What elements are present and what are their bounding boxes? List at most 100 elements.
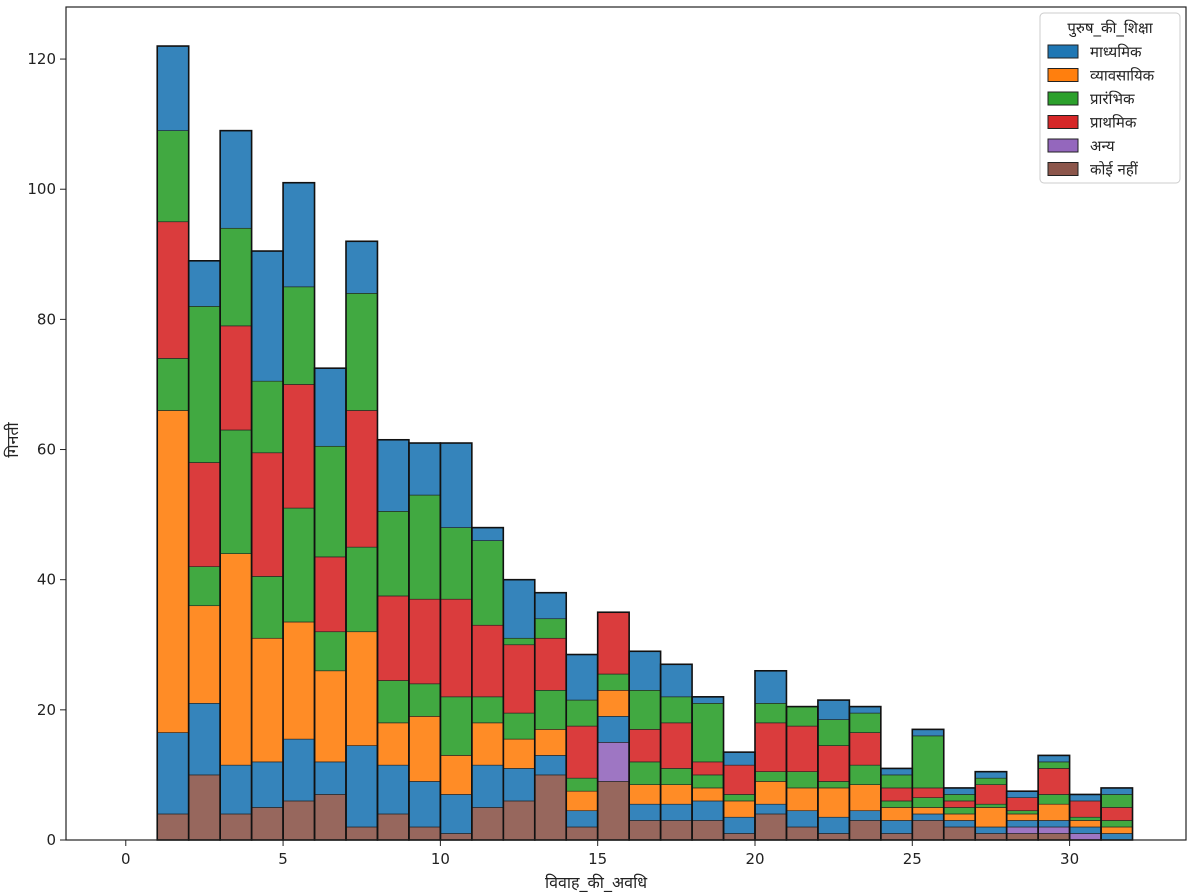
- bar-segment: [156, 410, 189, 733]
- x-tick-label: 10: [431, 850, 450, 868]
- bar-segment: [754, 722, 787, 772]
- y-tick-label: 100: [27, 180, 56, 198]
- bar-segment: [974, 777, 1007, 785]
- bar-segment: [1069, 820, 1102, 828]
- bar-segment: [565, 777, 598, 792]
- bar-segment: [156, 221, 189, 359]
- bar-segment: [849, 820, 882, 841]
- bar-segment: [754, 781, 787, 805]
- bar-segment: [408, 598, 441, 685]
- bar-segment: [471, 540, 504, 626]
- bar-segment: [251, 250, 284, 382]
- bar-segment: [911, 735, 945, 789]
- bar-segment: [440, 696, 473, 756]
- bar-segment: [817, 816, 850, 834]
- bar-segment: [880, 833, 913, 841]
- bar-segment: [565, 725, 598, 779]
- bar-segment: [849, 712, 882, 733]
- bar-segment: [817, 699, 850, 720]
- bar-segment: [156, 130, 189, 223]
- bar-segment: [943, 800, 976, 808]
- bar-segment: [251, 452, 284, 577]
- bar-segment: [534, 618, 567, 639]
- bar-segment: [911, 729, 945, 737]
- bar-segment: [1069, 833, 1102, 841]
- bar-segment: [503, 712, 536, 740]
- bar-segment: [754, 813, 787, 841]
- bar-segment: [754, 670, 787, 704]
- bar-segment: [534, 755, 567, 776]
- bar-segment: [440, 442, 473, 528]
- bar-segment: [471, 696, 504, 724]
- bar-segment: [911, 807, 945, 815]
- bar-segment: [943, 826, 976, 841]
- bar-segment: [1006, 813, 1039, 821]
- bar-segment: [1006, 820, 1039, 828]
- bar-segment: [471, 722, 504, 766]
- bar-segment: [660, 663, 693, 698]
- bar-segment: [1006, 826, 1039, 834]
- bar-segment: [849, 764, 882, 785]
- bar-segment: [817, 745, 850, 782]
- bar-segment: [314, 761, 347, 795]
- bar-segment: [880, 820, 913, 834]
- bar-segment: [314, 631, 347, 672]
- bars-layer: [156, 45, 1134, 841]
- legend-swatch: [1047, 115, 1079, 129]
- legend-swatch: [1047, 138, 1079, 153]
- bar-segment: [754, 803, 787, 815]
- bar-segment: [974, 784, 1007, 805]
- bar-segment: [1100, 820, 1133, 828]
- bar-segment: [188, 306, 221, 463]
- bar-segment: [219, 130, 252, 229]
- bar-segment: [974, 826, 1007, 834]
- bar-segment: [849, 784, 882, 812]
- bar-segment: [754, 771, 787, 782]
- bar-segment: [691, 696, 724, 704]
- x-tick-label: 0: [121, 850, 131, 868]
- y-axis-label: गिनती: [3, 421, 22, 457]
- legend-swatch: [1047, 162, 1079, 176]
- bar-segment: [440, 794, 473, 834]
- bar-segment: [1006, 810, 1039, 815]
- bar-segment: [911, 787, 945, 798]
- legend-swatch: [1047, 91, 1079, 106]
- y-tick-label: 20: [37, 701, 56, 719]
- bar-segment: [974, 833, 1007, 841]
- bar-segment: [534, 637, 567, 691]
- bar-segment: [911, 820, 945, 841]
- bar-segment: [1037, 803, 1070, 821]
- bar-segment: [628, 761, 661, 785]
- bar-segment: [503, 768, 536, 802]
- x-tick-label: 15: [588, 850, 607, 868]
- bar-segment: [660, 784, 693, 805]
- bar-segment: [597, 690, 630, 717]
- bar-segment: [628, 650, 661, 691]
- bar-segment: [188, 566, 221, 607]
- bar-segment: [660, 696, 693, 724]
- bar-segment: [660, 722, 693, 769]
- bar-segment: [817, 787, 850, 818]
- bar-segment: [219, 227, 252, 327]
- bar-segment: [786, 787, 819, 812]
- bar-segment: [471, 527, 504, 541]
- bar-segment: [377, 722, 410, 766]
- bar-segment: [849, 706, 882, 714]
- bar-segment: [660, 820, 693, 841]
- bar-segment: [817, 719, 850, 746]
- bar-segment: [786, 706, 819, 727]
- bar-segment: [628, 820, 661, 841]
- bar-segment: [471, 807, 504, 841]
- bar-segment: [880, 787, 913, 802]
- bar-segment: [534, 592, 567, 620]
- bar-segment: [1006, 797, 1039, 812]
- bar-segment: [1069, 794, 1102, 802]
- legend-swatch: [1047, 68, 1079, 82]
- bar-segment: [314, 445, 347, 558]
- bar-segment: [377, 439, 410, 512]
- bar-segment: [408, 494, 441, 600]
- bar-segment: [251, 761, 284, 808]
- bar-segment: [534, 774, 567, 841]
- bar-segment: [628, 784, 661, 805]
- bar-segment: [408, 683, 441, 717]
